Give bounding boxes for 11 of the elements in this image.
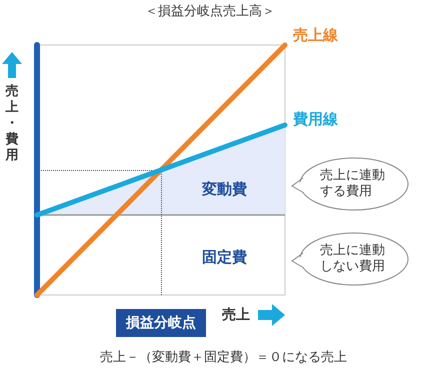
chart-title: ＜損益分岐点売上高＞ <box>145 4 275 19</box>
x-axis-title: 売上 <box>222 307 250 323</box>
text: 売上に連動する費用 <box>320 168 385 199</box>
annotation: 変動費 <box>202 180 247 198</box>
series-label: 費用線 <box>292 110 339 128</box>
text: 損益分岐点 <box>126 315 196 331</box>
text: 売上－（変動費＋固定費）＝０になる売上 <box>100 350 347 365</box>
y-axis-title: 売上・費用 <box>4 84 20 164</box>
series-label: 売上線 <box>293 26 339 44</box>
annotation: 固定費 <box>202 248 247 266</box>
text: 売上に連動しない費用 <box>320 243 385 274</box>
